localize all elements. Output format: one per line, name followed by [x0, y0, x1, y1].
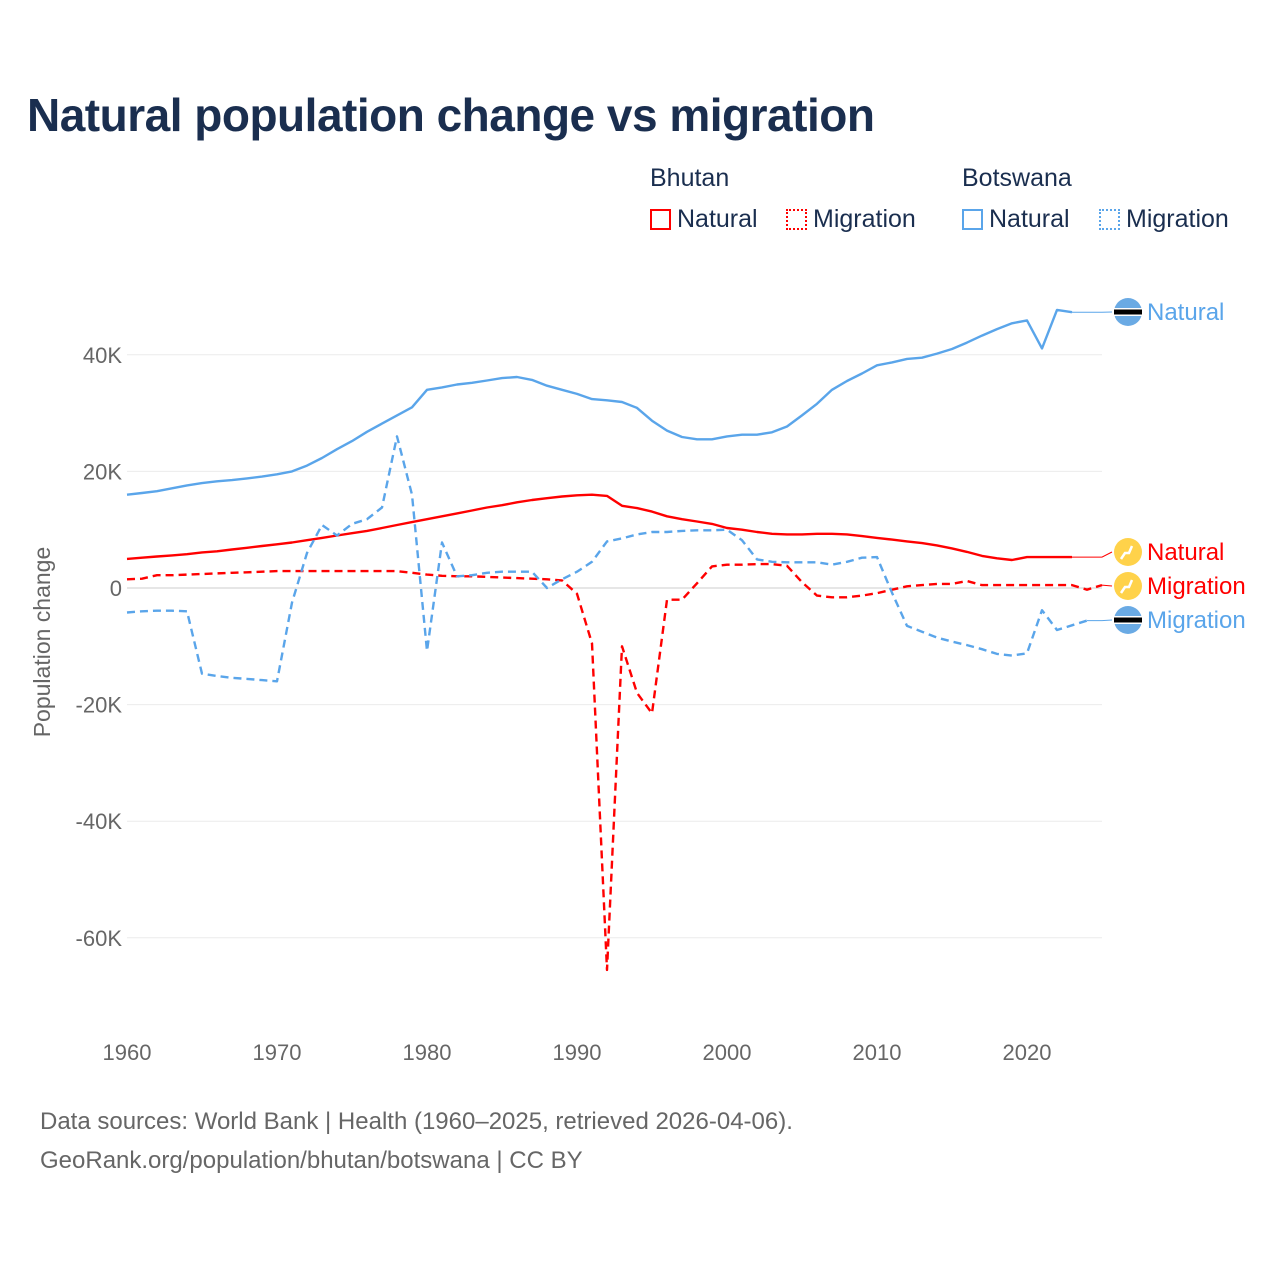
series-line-bhutan-natural — [126, 493, 1072, 562]
x-tick-label: 2020 — [1003, 1040, 1052, 1065]
legend-item-botswana-migration[interactable]: Migration — [1099, 205, 1229, 234]
series-end-label: Migration — [1147, 607, 1246, 634]
series-end-label: Natural — [1147, 539, 1224, 566]
legend-item-botswana-natural[interactable]: Natural — [962, 205, 1070, 234]
legend-label: Natural — [677, 205, 758, 233]
x-tick-label: 2010 — [853, 1040, 902, 1065]
series-line-bhutan-migration — [126, 562, 1103, 972]
botswana-flag-stripe — [1114, 309, 1142, 315]
bhutan-flag-dragon — [1119, 545, 1134, 560]
y-tick-label: 20K — [83, 459, 122, 484]
x-tick-label: 1980 — [403, 1040, 452, 1065]
legend-swatch-dotted — [1099, 209, 1120, 230]
bhutan-flag-dragon — [1119, 579, 1134, 594]
botswana-flag-stripe — [1114, 617, 1142, 623]
legend-label: Natural — [989, 205, 1070, 233]
x-tick-label: 1960 — [103, 1040, 152, 1065]
y-tick-label: -20K — [76, 693, 123, 718]
y-tick-label: 40K — [83, 343, 122, 368]
legend-group-bhutan: Bhutan — [650, 164, 730, 192]
y-tick-label: -40K — [76, 809, 123, 834]
x-tick-label: 2000 — [703, 1040, 752, 1065]
legend-item-bhutan-natural[interactable]: Natural — [650, 205, 758, 234]
series-line-botswana-migration — [126, 435, 1088, 683]
footer-sources: Data sources: World Bank | Health (1960–… — [40, 1108, 793, 1135]
label-connector — [1101, 584, 1113, 587]
x-tick-label: 1970 — [253, 1040, 302, 1065]
legend-group-botswana: Botswana — [962, 164, 1072, 192]
chart-title: Natural population change vs migration — [27, 89, 875, 141]
y-tick-label: 0 — [110, 576, 122, 601]
legend-swatch-dotted — [786, 209, 807, 230]
series-end-label: Natural — [1147, 299, 1224, 326]
legend-swatch-solid — [962, 209, 983, 230]
legend-label: Migration — [1126, 205, 1229, 233]
y-axis-label: Population change — [29, 547, 55, 738]
label-connector — [1087, 619, 1113, 622]
x-tick-label: 1990 — [553, 1040, 602, 1065]
legend-item-bhutan-migration[interactable]: Migration — [786, 205, 916, 234]
legend-swatch-solid — [650, 209, 671, 230]
legend-label: Migration — [813, 205, 916, 233]
y-tick-label: -60K — [76, 926, 123, 951]
label-connector — [1072, 551, 1113, 558]
series-line-botswana-natural — [126, 308, 1073, 496]
footer-url[interactable]: GeoRank.org/population/bhutan/botswana |… — [40, 1147, 583, 1174]
series-end-label: Migration — [1147, 573, 1246, 600]
